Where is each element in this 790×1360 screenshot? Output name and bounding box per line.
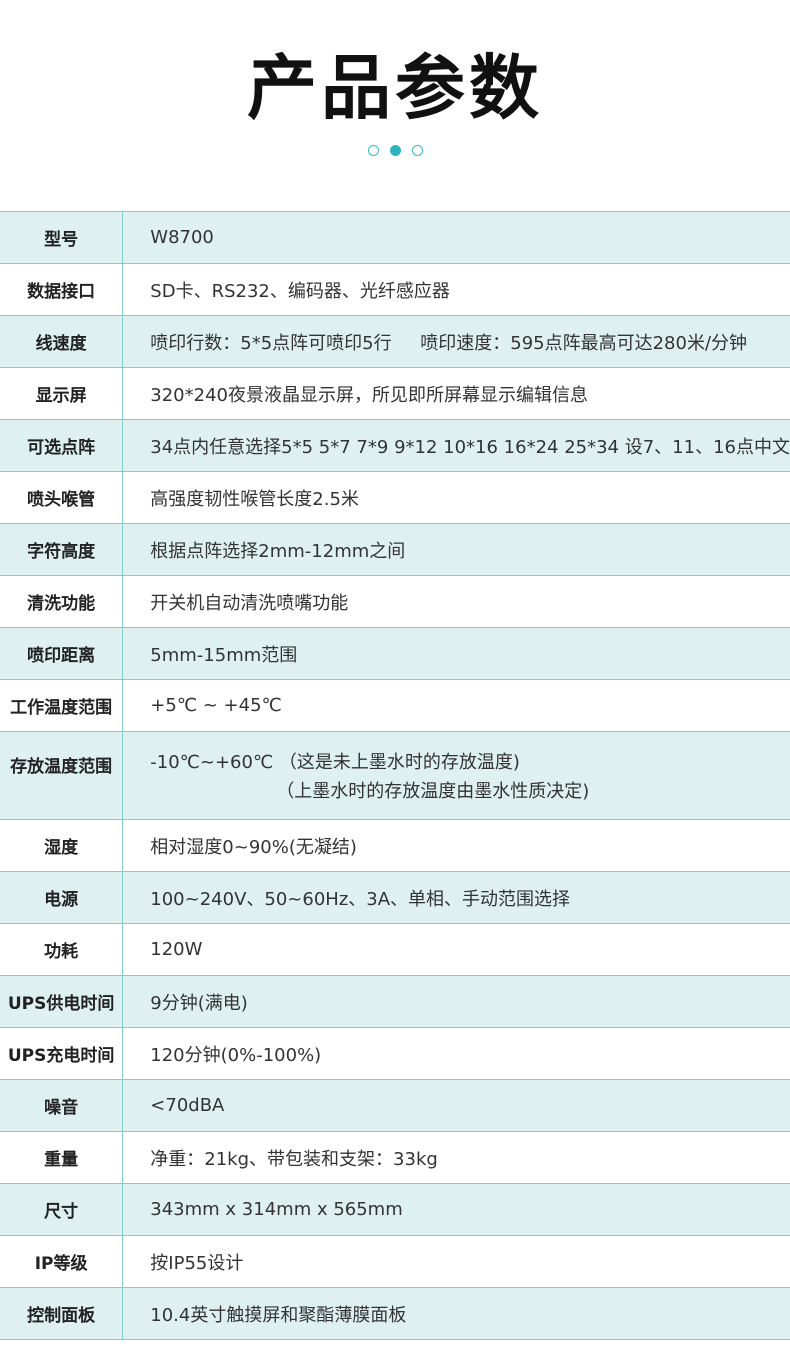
spec-label: 湿度 <box>0 819 124 872</box>
spec-value: 100~240V、50~60Hz、3A、单相、手动范围选择 <box>122 871 790 924</box>
spec-label: 噪音 <box>0 1079 124 1132</box>
spec-label: 清洗功能 <box>0 575 124 628</box>
table-row: 噪音 <70dBA <box>0 1079 790 1132</box>
spec-label: 喷头喉管 <box>0 471 124 524</box>
spec-label: 工作温度范围 <box>0 679 124 732</box>
table-row: 字符高度 根据点阵选择2mm-12mm之间 <box>0 523 790 576</box>
spec-label: 电源 <box>0 871 124 924</box>
table-row: IP等级 按IP55设计 <box>0 1235 790 1288</box>
spec-value-line: -10℃~+60℃ （这是未上墨水时的存放温度) <box>150 752 520 773</box>
table-row: 电源 100~240V、50~60Hz、3A、单相、手动范围选择 <box>0 871 790 924</box>
spec-label: 控制面板 <box>0 1287 124 1340</box>
spec-value: 9分钟(满电) <box>122 975 790 1028</box>
table-row: 功耗 120W <box>0 923 790 976</box>
table-row: 重量 净重：21kg、带包装和支架：33kg <box>0 1131 790 1184</box>
table-row: 清洗功能 开关机自动清洗喷嘴功能 <box>0 575 790 628</box>
spec-value: 5mm-15mm范围 <box>122 627 790 680</box>
spec-value: -10℃~+60℃ （这是未上墨水时的存放温度) （上墨水时的存放温度由墨水性质决… <box>122 731 790 820</box>
spec-label: 显示屏 <box>0 367 124 420</box>
table-row: 线速度 喷印行数：5*5点阵可喷印5行 喷印速度：595点阵最高可达280米/分钟 <box>0 315 790 368</box>
spec-value: 34点内任意选择5*5 5*7 7*9 9*12 10*16 16*24 25*… <box>122 419 790 472</box>
spec-value: 开关机自动清洗喷嘴功能 <box>122 575 790 628</box>
spec-label: 重量 <box>0 1131 124 1184</box>
spec-value: 根据点阵选择2mm-12mm之间 <box>122 523 790 576</box>
pager-dots <box>0 145 790 156</box>
spec-value: 10.4英寸触摸屏和聚酯薄膜面板 <box>122 1287 790 1340</box>
spec-label: UPS充电时间 <box>0 1027 124 1080</box>
spec-value: SD卡、RS232、编码器、光纤感应器 <box>122 263 790 316</box>
table-row: UPS供电时间 9分钟(满电) <box>0 975 790 1028</box>
table-row: UPS充电时间 120分钟(0%-100%) <box>0 1027 790 1080</box>
table-row: 尺寸 343mm x 314mm x 565mm <box>0 1183 790 1236</box>
spec-label: 功耗 <box>0 923 124 976</box>
table-row: 控制面板 10.4英寸触摸屏和聚酯薄膜面板 <box>0 1287 790 1340</box>
spec-value: 320*240夜景液晶显示屏，所见即所屏幕显示编辑信息 <box>122 367 790 420</box>
spec-value: <70dBA <box>122 1079 790 1132</box>
table-row: 可选点阵 34点内任意选择5*5 5*7 7*9 9*12 10*16 16*24… <box>0 419 790 472</box>
table-row: 湿度 相对湿度0~90%(无凝结) <box>0 819 790 872</box>
spec-value: 120分钟(0%-100%) <box>122 1027 790 1080</box>
table-row: 显示屏 320*240夜景液晶显示屏，所见即所屏幕显示编辑信息 <box>0 367 790 420</box>
spec-label: IP等级 <box>0 1235 124 1288</box>
table-row: 存放温度范围 -10℃~+60℃ （这是未上墨水时的存放温度) （上墨水时的存放温度… <box>0 731 790 820</box>
spec-label: 存放温度范围 <box>0 731 124 820</box>
spec-value: 按IP55设计 <box>122 1235 790 1288</box>
page-title: 产品参数 <box>247 47 543 129</box>
spec-value: 高强度韧性喉管长度2.5米 <box>122 471 790 524</box>
spec-value: 120W <box>122 923 790 976</box>
spec-value: 343mm x 314mm x 565mm <box>122 1183 790 1236</box>
table-row: 型号 W8700 <box>0 211 790 264</box>
pager-dot-active <box>389 145 401 156</box>
spec-label: 喷印距离 <box>0 627 124 680</box>
spec-label: 尺寸 <box>0 1183 124 1236</box>
pager-dot <box>367 145 379 156</box>
spec-label: 线速度 <box>0 315 124 368</box>
spec-value: 净重：21kg、带包装和支架：33kg <box>122 1131 790 1184</box>
table-row: 喷印距离 5mm-15mm范围 <box>0 627 790 680</box>
spec-value: 相对湿度0~90%(无凝结) <box>122 819 790 872</box>
spec-label: 数据接口 <box>0 263 124 316</box>
spec-value: 喷印行数：5*5点阵可喷印5行 喷印速度：595点阵最高可达280米/分钟 <box>122 315 790 368</box>
spec-table: 型号 W8700 数据接口 SD卡、RS232、编码器、光纤感应器 线速度 喷印行数：5*… <box>0 211 790 1340</box>
spec-label: UPS供电时间 <box>0 975 124 1028</box>
spec-value-line: （上墨水时的存放温度由墨水性质决定) <box>276 781 590 802</box>
spec-label: 可选点阵 <box>0 419 124 472</box>
spec-label: 型号 <box>0 211 124 264</box>
pager-dot <box>411 145 423 156</box>
spec-value: W8700 <box>122 211 790 264</box>
spec-value: +5℃ ~ +45℃ <box>122 679 790 732</box>
table-row: 数据接口 SD卡、RS232、编码器、光纤感应器 <box>0 263 790 316</box>
spec-label: 字符高度 <box>0 523 124 576</box>
table-row: 工作温度范围 +5℃ ~ +45℃ <box>0 679 790 732</box>
table-row: 喷头喉管 高强度韧性喉管长度2.5米 <box>0 471 790 524</box>
